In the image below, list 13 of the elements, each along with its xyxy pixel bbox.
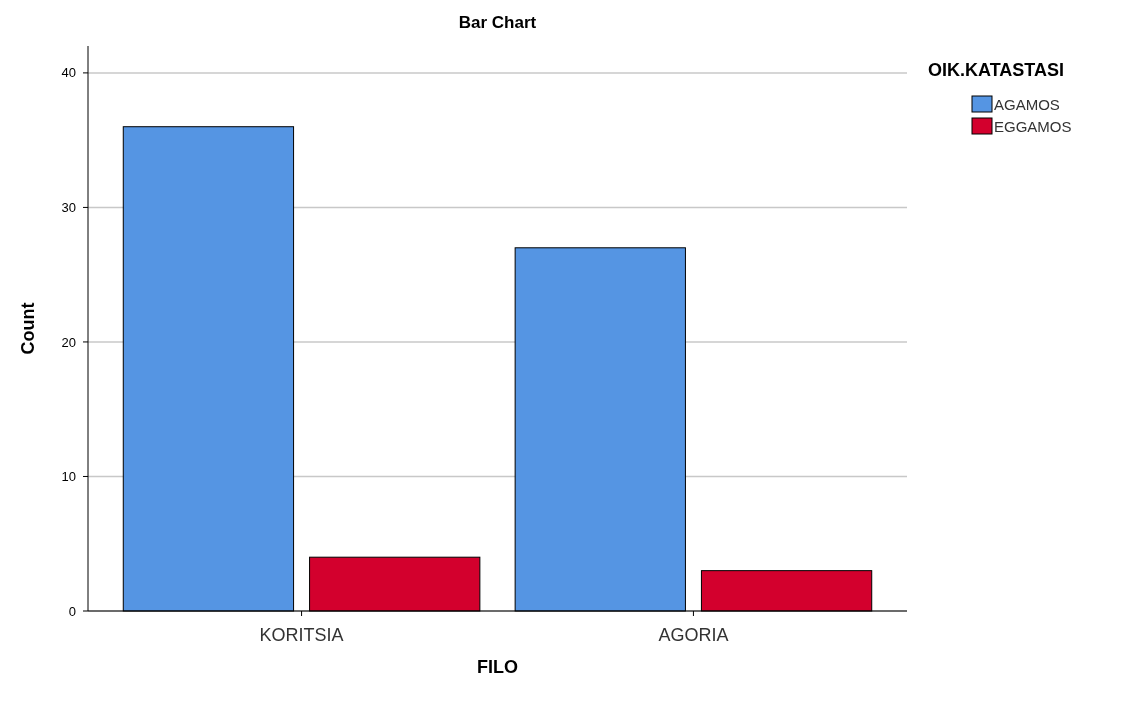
legend-label: AGAMOS: [994, 96, 1060, 113]
x-tick-label: KORITSIA: [259, 625, 344, 645]
y-tick-label: 30: [61, 199, 76, 215]
x-axis-title: FILO: [477, 657, 518, 677]
chart-title: Bar Chart: [458, 13, 537, 32]
y-tick-label: 0: [68, 603, 76, 619]
x-tick-label: AGORIA: [658, 625, 729, 645]
y-tick-label: 40: [61, 65, 76, 81]
y-tick-label: 20: [61, 334, 76, 350]
y-axis-title: Count: [18, 302, 38, 355]
legend-label: EGGAMOS: [994, 118, 1072, 135]
y-tick-label: 10: [61, 469, 76, 485]
legend-title: OIK.KATASTASI: [928, 60, 1064, 80]
